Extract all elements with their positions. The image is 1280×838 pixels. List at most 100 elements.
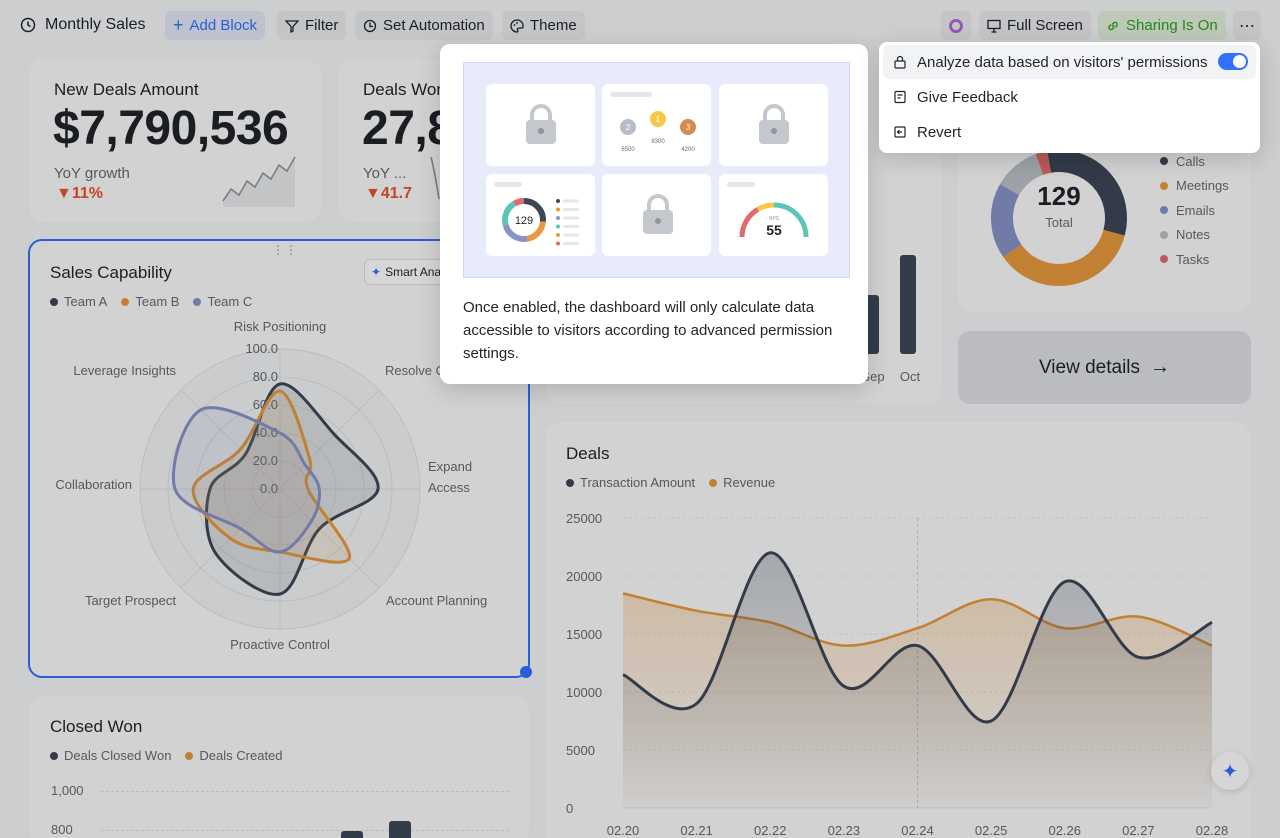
filter-button[interactable]: Filter [277,11,347,40]
chart-legend: Deals Closed Won Deals Created [50,748,283,763]
popup-description: Once enabled, the dashboard will only ca… [463,299,833,362]
legend-item: Notes [1160,223,1229,248]
kpi-label: New Deals Amount [54,80,199,99]
kpi-value: $7,790,536 [53,102,289,155]
y-tick-label: 0 [566,801,573,816]
resize-handle[interactable] [520,666,532,678]
legend-label: Tasks [1176,251,1210,267]
more-button[interactable]: ⋯ [1233,11,1261,40]
illus-donut-value: 129 [515,215,533,227]
sparkline [222,156,296,207]
placeholder-bar [563,225,579,228]
permission-toggle[interactable] [1218,53,1248,70]
lock-icon [894,55,906,69]
menu-item-revert[interactable]: Revert [883,115,1256,149]
arrow-right-icon: → [1150,356,1171,378]
y-tick-label: 20000 [566,569,602,584]
legend-item: Meetings [1160,174,1229,199]
line-revenue [622,592,1213,647]
drag-handle-icon[interactable]: ⋮⋮ [272,243,298,257]
medal-value: 8300 [651,139,665,145]
radar-spoke [279,389,380,490]
area-transaction-amount [623,552,1212,808]
bar [389,821,411,838]
placeholder-bar [563,208,579,211]
legend-item: Deals Closed Won [50,748,171,763]
donut-segment [1035,151,1052,175]
y-tick: 1,000 [51,783,84,798]
illus-legend-dot [556,216,560,220]
kpi-sub-label: YoY growth [54,165,130,182]
ai-assistant-button[interactable] [941,11,971,40]
axis-label: Expand [428,459,472,474]
permission-preview-popup: 2 6500 1 8300 3 4200 129 NPS 55 Once enabled, th… [440,44,868,384]
activity-donut-chart [991,150,1127,286]
set-automation-button[interactable]: Set Automation [355,11,493,40]
legend-item: Tasks [1160,247,1229,272]
preview-illustration: 2 6500 1 8300 3 4200 129 NPS 55 [463,62,850,278]
kpi-sub-label: YoY ... [363,165,407,182]
link-icon [1108,21,1118,30]
deals-card[interactable]: Deals Transaction Amount Revenue 25000 20… [546,422,1251,838]
presentation-icon [987,19,1001,33]
theme-button[interactable]: Theme [502,11,585,40]
medal-rank: 1 [656,115,661,124]
add-block-button[interactable]: + Add Block [165,11,266,40]
sharing-button[interactable]: Sharing Is On [1098,11,1226,40]
full-screen-button[interactable]: Full Screen [979,11,1091,40]
kpi-label: Deals Won [363,80,446,99]
gauge-arc [773,202,809,238]
axis-label: Target Prospect [85,593,176,608]
legend-dot [1160,206,1168,215]
illus-legend-dot [556,241,560,246]
legend-item: Emails [1160,198,1229,223]
deals-line-chart: 25000 20000 15000 10000 5000 0 02.20 02.21 02.22… [566,511,1229,838]
y-tick: 800 [51,822,73,837]
ai-assistant-fab[interactable]: ✦ [1211,752,1249,790]
smart-analysis-button[interactable]: ✦ Smart Anal [364,259,454,285]
legend-item: Deals Created [185,748,283,763]
axis-label: Collaboration [55,477,132,492]
palette-icon [510,18,524,33]
view-details-button[interactable]: View details → [958,331,1251,404]
x-tick-label: 02.23 [828,823,861,838]
gauge-label: NPS [769,216,780,222]
sales-capability-card[interactable]: ⋮⋮ Sales Capability ✦ Smart Anal Team A … [28,239,530,678]
x-tick-label: 02.22 [754,823,787,838]
donut-legend: Calls Meetings Emails Notes Tasks [1160,149,1229,272]
x-tick-label: 02.28 [1196,823,1229,838]
card-title: Sales Capability [50,263,172,282]
card-title: Deals [566,444,610,463]
legend-dot [1160,181,1168,190]
placeholder-bar [727,182,755,187]
axis-label: Risk Positioning [234,319,327,334]
menu-item-give-feedback[interactable]: Give Feedback [883,80,1256,114]
kpi-value: 27,8 [362,102,454,155]
radar-series-team-a [204,382,380,596]
legend-item: Calls [1160,149,1229,174]
placeholder-bar [563,242,579,245]
kpi-new-deals-card[interactable]: New Deals Amount $7,790,536 YoY growth ▼… [29,59,321,222]
radar-chart: Risk Positioning Resolve Obj Expand Access A… [55,319,487,652]
sparkle-icon: ✦ [371,265,382,279]
x-tick-label: 02.25 [975,823,1008,838]
placeholder-bar [610,92,652,97]
radar-tick-label: 80.0 [253,369,278,384]
lock-icon [530,104,552,121]
gauge-arc [739,207,760,238]
radar-tick-label: 100.0 [245,341,278,356]
donut-center-label: Total [1045,215,1073,230]
gridline [101,830,509,831]
menu-item-analyze-permissions[interactable]: Analyze data based on visitors' permissi… [883,45,1256,79]
illus-donut-segment [513,198,525,207]
radar-spoke [180,389,281,490]
lock-keyhole [771,128,777,134]
card-title: Closed Won [50,717,143,736]
line-transaction-amount [622,551,1213,724]
illus-legend-dot [556,207,560,212]
history-icon[interactable] [20,17,36,33]
closed-won-card[interactable]: Closed Won Deals Closed Won Deals Create… [29,695,529,838]
legend-label: Meetings [1176,178,1229,194]
donut-segment [1047,150,1127,236]
plus-icon: + [173,15,184,35]
